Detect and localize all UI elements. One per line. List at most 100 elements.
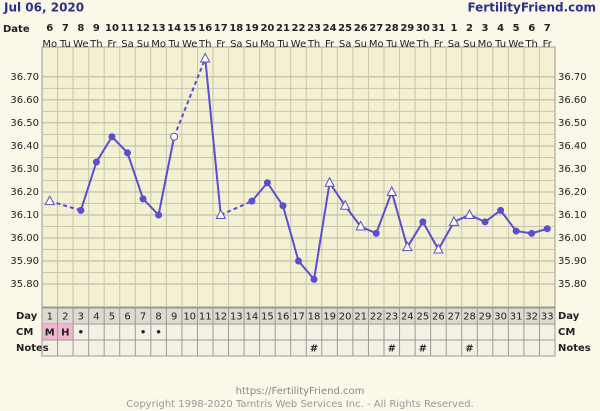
marker: [263, 179, 271, 187]
y-tick-label: 36.40: [10, 141, 39, 152]
weekday: Th: [416, 39, 429, 50]
weekday: Tu: [168, 39, 180, 50]
line-segment: [297, 260, 315, 281]
date: 30: [416, 23, 430, 34]
plot-area: [41, 46, 556, 308]
cell-categories: 28: [463, 312, 476, 323]
cell-categories: 1: [47, 312, 53, 323]
cell-categories: 14: [245, 312, 258, 323]
weekday: Fr: [216, 39, 226, 50]
date: 10: [105, 23, 119, 34]
row-label-right: CM: [558, 327, 575, 338]
cell-categories: 4: [93, 312, 99, 323]
cell-categories: 6: [124, 312, 130, 323]
cell-categories: 3: [78, 312, 84, 323]
marker: [92, 158, 100, 166]
row-label-right: Day: [558, 311, 580, 322]
date: 7: [544, 23, 551, 34]
cell-categories: 23: [385, 312, 398, 323]
row-label-right: Notes: [558, 343, 591, 354]
marker: [199, 52, 211, 63]
marker: [139, 195, 147, 203]
date: 29: [400, 23, 414, 34]
cell-categories: 21: [354, 312, 367, 323]
cell-categories: 10: [183, 312, 196, 323]
cell-categories: 16: [277, 312, 290, 323]
cell-categories: 8: [155, 312, 161, 323]
line-segment: [499, 209, 517, 232]
date: 16: [198, 23, 212, 34]
date: 17: [214, 23, 228, 34]
date: 9: [93, 23, 100, 34]
marker: [528, 229, 536, 237]
line-segment: [281, 205, 300, 262]
cell-categories: 15: [261, 312, 274, 323]
row-label: CM: [16, 327, 33, 338]
cell-categories: 26: [432, 312, 445, 323]
line-segment: [79, 161, 98, 211]
footer-url: https://FertilityFriend.com: [236, 386, 365, 397]
line-segment: [266, 182, 284, 207]
line-segment: [111, 136, 129, 154]
cell-categories: 24: [401, 312, 414, 323]
cell-notes: #: [388, 344, 396, 355]
date: 22: [292, 23, 306, 34]
weekday: Mo: [42, 39, 57, 50]
y-tick-label-right: 36.30: [558, 164, 587, 175]
cell-categories: 12: [214, 312, 227, 323]
line-segment: [220, 200, 253, 216]
date: 2: [466, 23, 473, 34]
date: 6: [46, 23, 53, 34]
y-tick-label: 35.90: [10, 256, 39, 267]
y-tick-label: 36.00: [10, 233, 39, 244]
cell-categories: 5: [109, 312, 115, 323]
y-tick-label: 36.70: [10, 72, 39, 83]
cell-categories: 19: [323, 312, 336, 323]
cell-categories: 2: [62, 312, 68, 323]
weekday: Fr: [543, 39, 553, 50]
copyright: Copyright 1998-2020 Tamtris Web Services…: [126, 399, 474, 410]
date: 26: [354, 23, 368, 34]
marker: [44, 195, 56, 206]
y-tick-label: 35.80: [10, 279, 39, 290]
marker: [372, 229, 380, 237]
weekday: We: [508, 39, 523, 50]
marker: [401, 241, 413, 252]
brand: FertilityFriend.com: [467, 1, 596, 15]
weekday: Su: [354, 39, 367, 50]
cell-categories: 30: [494, 312, 507, 323]
weekday: Sa: [230, 39, 242, 50]
date: 6: [528, 23, 535, 34]
marker: [433, 243, 444, 254]
y-tick-label: 36.10: [10, 210, 39, 221]
line-segment: [390, 191, 409, 248]
line-segment: [406, 221, 424, 248]
marker: [324, 176, 335, 187]
cell-categories: 29: [479, 312, 492, 323]
marker: [512, 227, 520, 235]
date: 12: [136, 23, 150, 34]
weekday: Th: [307, 39, 320, 50]
date: 7: [62, 23, 69, 34]
row-label: Notes: [16, 343, 49, 354]
date: 25: [338, 23, 352, 34]
table-row: [41, 339, 556, 357]
cm-fill: [42, 324, 58, 340]
weekday: Mo: [151, 39, 166, 50]
y-tick-label: 36.20: [10, 187, 39, 198]
date: 1: [450, 23, 457, 34]
weekday: Fr: [107, 39, 117, 50]
date-label: Date: [3, 24, 30, 35]
y-tick-label: 36.60: [10, 95, 39, 106]
weekday: Su: [246, 39, 259, 50]
y-tick-label-right: 36.50: [558, 118, 587, 129]
cell-categories: 18: [308, 312, 321, 323]
line-segment: [204, 58, 222, 216]
weekday: Tu: [276, 39, 288, 50]
date: 20: [260, 23, 274, 34]
weekday: Fr: [434, 39, 444, 50]
line-segment: [49, 200, 82, 212]
weekday: Mo: [478, 39, 493, 50]
marker: [170, 132, 179, 141]
